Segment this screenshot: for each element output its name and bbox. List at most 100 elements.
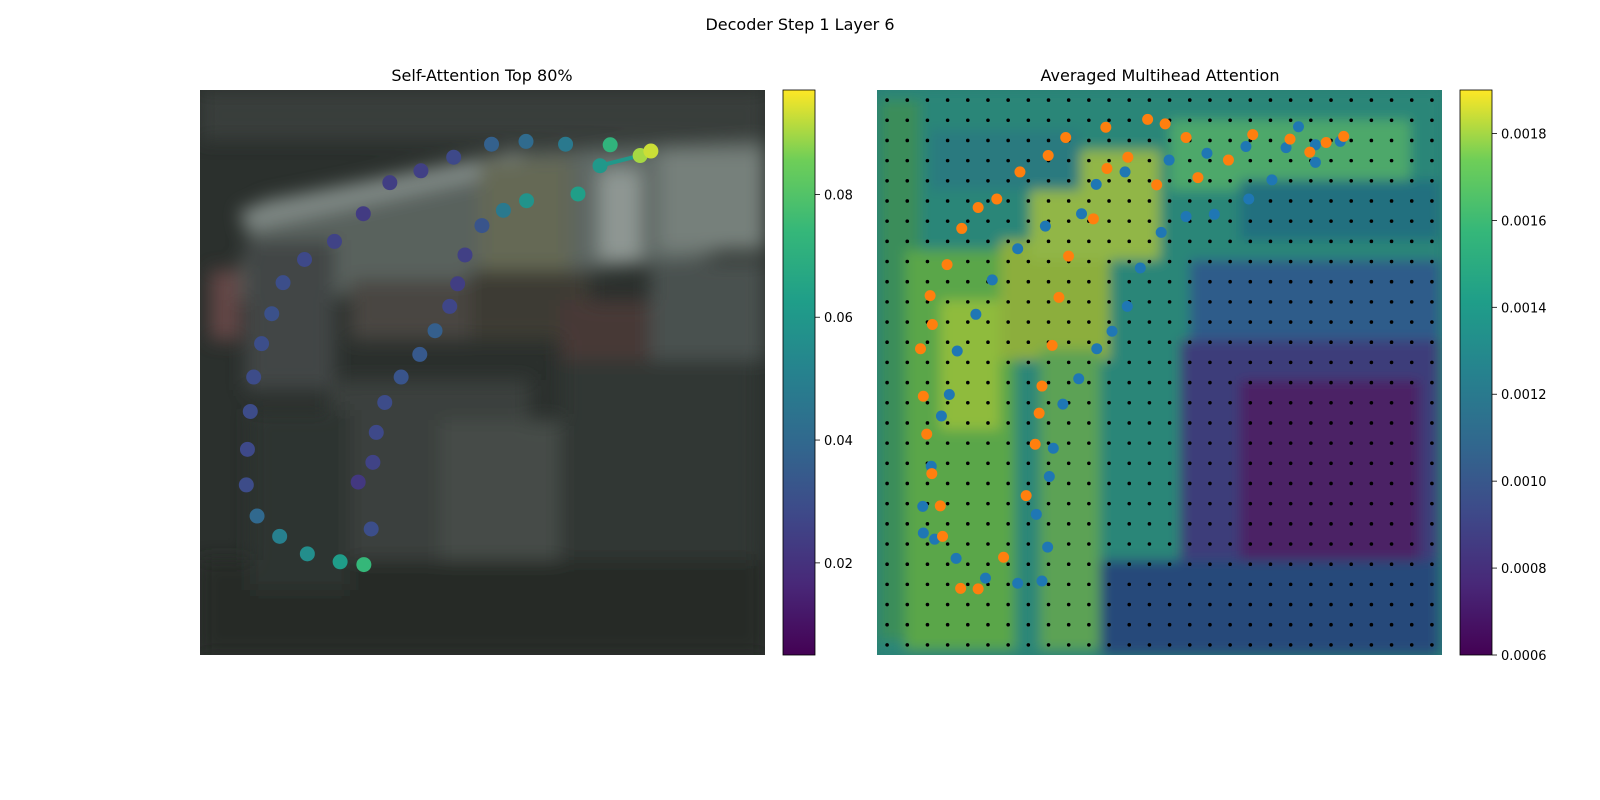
grid-dot — [1187, 179, 1192, 183]
grid-dot — [1228, 179, 1232, 183]
grid-dot — [1248, 380, 1253, 385]
grid-dot — [885, 138, 889, 143]
grid-dot — [905, 421, 910, 425]
grid-dot — [1228, 138, 1232, 143]
grid-dot — [1066, 340, 1071, 345]
series-point — [1076, 208, 1088, 220]
grid-dot — [1369, 421, 1374, 425]
grid-dot — [1107, 582, 1111, 587]
grid-dot — [1409, 380, 1414, 385]
grid-dot — [1288, 219, 1293, 223]
grid-dot — [1349, 622, 1353, 627]
grid-dot — [1430, 259, 1434, 264]
grid-dot — [1006, 219, 1010, 223]
grid-dot — [1268, 340, 1273, 345]
series-point — [970, 308, 982, 320]
grid-dot — [1430, 300, 1434, 304]
grid-dot — [1288, 400, 1293, 405]
grid-dot — [1430, 643, 1434, 647]
grid-dot — [1288, 98, 1293, 102]
grid-dot — [1147, 259, 1152, 264]
grid-dot — [1107, 340, 1111, 345]
grid-dot — [1167, 622, 1172, 627]
scatter-point — [413, 163, 429, 179]
scatter-point — [484, 136, 500, 152]
grid-dot — [1187, 360, 1192, 365]
grid-dot — [1187, 400, 1192, 405]
grid-dot — [1389, 138, 1394, 143]
grid-dot — [1288, 522, 1293, 526]
grid-dot — [1107, 542, 1111, 546]
grid-dot — [905, 622, 910, 627]
grid-dot — [1369, 259, 1374, 264]
grid-dot — [925, 259, 930, 264]
grid-dot — [1026, 239, 1031, 244]
grid-dot — [966, 562, 970, 566]
grid-dot — [1349, 501, 1353, 506]
grid-dot — [1087, 582, 1091, 587]
grid-dot — [966, 380, 970, 385]
grid-dot — [1006, 199, 1010, 203]
grid-dot — [885, 380, 889, 385]
scatter-point — [297, 252, 313, 267]
grid-dot — [1228, 582, 1232, 587]
series-point — [951, 345, 963, 357]
grid-dot — [1288, 481, 1293, 486]
scatter-point — [238, 477, 254, 493]
grid-dot — [966, 602, 970, 607]
grid-dot — [986, 380, 990, 385]
grid-dot — [1066, 279, 1071, 284]
grid-dot — [1046, 118, 1051, 123]
grid-dot — [1147, 441, 1152, 445]
grid-dot — [1268, 320, 1273, 324]
series-point — [1180, 211, 1192, 223]
grid-dot — [1288, 179, 1293, 183]
grid-dot — [1187, 380, 1192, 385]
grid-dot — [1430, 542, 1434, 546]
grid-dot — [1127, 199, 1132, 203]
grid-dot — [945, 582, 950, 587]
grid-dot — [1228, 98, 1232, 102]
grid-dot — [1127, 441, 1132, 445]
grid-dot — [1268, 219, 1273, 223]
grid-dot — [1208, 481, 1212, 486]
grid-dot — [1369, 481, 1374, 486]
grid-dot — [1248, 542, 1253, 546]
grid-dot — [966, 118, 970, 123]
grid-dot — [966, 199, 970, 203]
series-point — [956, 222, 968, 234]
grid-dot — [1006, 380, 1010, 385]
grid-dot — [1006, 259, 1010, 264]
grid-dot — [1187, 259, 1192, 264]
grid-dot — [1167, 542, 1172, 546]
grid-dot — [1167, 300, 1172, 304]
grid-dot — [1409, 582, 1414, 587]
grid-dot — [1409, 279, 1414, 284]
grid-dot — [905, 501, 910, 506]
grid-dot — [1349, 179, 1353, 183]
grid-dot — [1349, 582, 1353, 587]
grid-dot — [905, 481, 910, 486]
grid-dot — [1430, 219, 1434, 223]
grid-dot — [966, 259, 970, 264]
grid-dot — [1349, 380, 1353, 385]
grid-dot — [1268, 501, 1273, 506]
grid-dot — [1147, 522, 1152, 526]
series-point — [1020, 490, 1032, 502]
series-point — [1119, 166, 1131, 178]
grid-dot — [986, 340, 990, 345]
grid-dot — [905, 98, 910, 102]
grid-dot — [1006, 179, 1010, 183]
scatter-point — [356, 557, 372, 573]
grid-dot — [1026, 199, 1031, 203]
grid-dot — [1369, 320, 1374, 324]
grid-dot — [1167, 461, 1172, 466]
grid-dot — [1389, 582, 1394, 587]
grid-dot — [1349, 522, 1353, 526]
grid-dot — [1288, 340, 1293, 345]
grid-dot — [1369, 279, 1374, 284]
grid-dot — [1228, 199, 1232, 203]
grid-dot — [1409, 98, 1414, 102]
series-point — [926, 318, 938, 330]
